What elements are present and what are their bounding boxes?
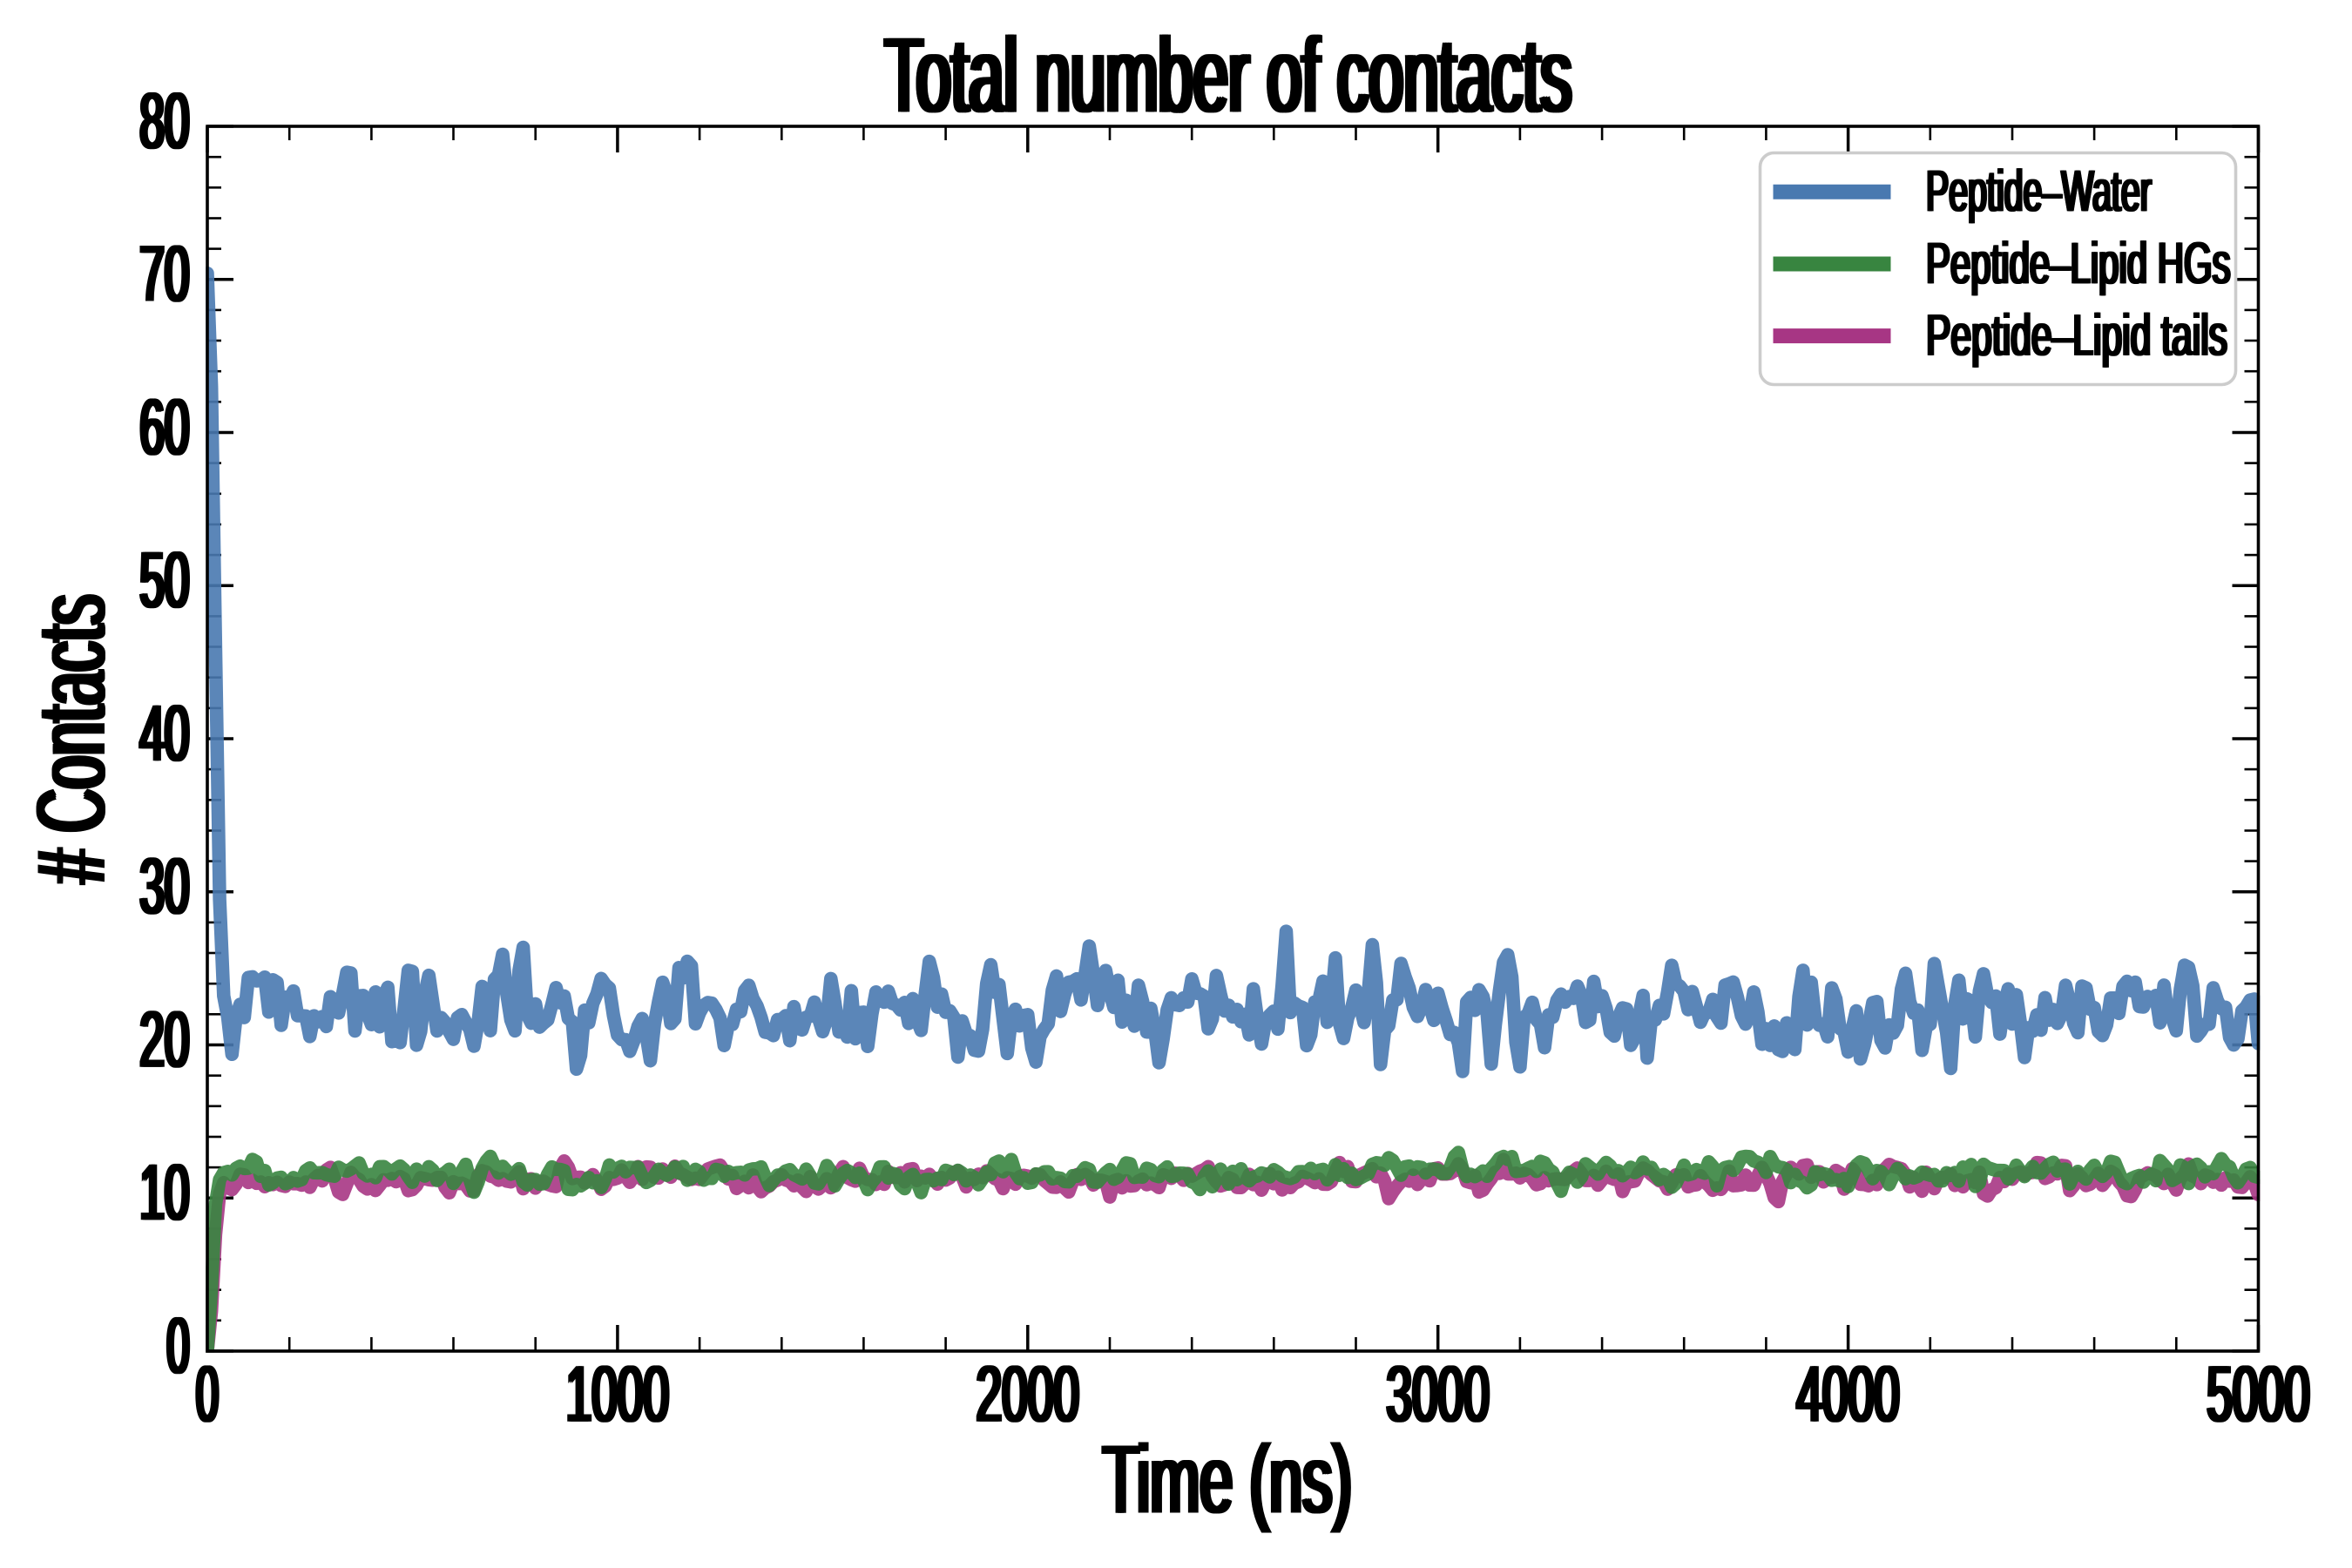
svg-text:Time (ns): Time (ns) [1105, 1426, 1355, 1533]
svg-text:Time (ns): Time (ns) [1100, 1426, 1350, 1533]
svg-text:Total number of contacts: Total number of contacts [888, 16, 1575, 134]
svg-text:2000: 2000 [977, 1351, 1079, 1438]
svg-text:50: 50 [139, 537, 189, 625]
svg-text:Peptide–Lipid HGs: Peptide–Lipid HGs [1926, 231, 2231, 296]
svg-text:10: 10 [138, 1150, 187, 1237]
svg-text:60: 60 [139, 384, 189, 471]
svg-text:Peptide–Lipid tails: Peptide–Lipid tails [1926, 303, 2227, 368]
svg-text:1000: 1000 [564, 1351, 667, 1438]
svg-text:50: 50 [141, 537, 191, 625]
svg-text:3000: 3000 [1387, 1351, 1490, 1438]
svg-text:20: 20 [138, 997, 187, 1084]
svg-text:4000: 4000 [1799, 1351, 1902, 1438]
svg-text:Peptide–Lipid HGs: Peptide–Lipid HGs [1928, 231, 2233, 296]
svg-text:30: 30 [139, 843, 189, 930]
svg-text:50: 50 [138, 537, 187, 625]
svg-text:0: 0 [167, 1302, 190, 1389]
svg-text:Peptide–Water: Peptide–Water [1926, 159, 2152, 224]
svg-text:1000: 1000 [568, 1351, 671, 1438]
svg-text:2000: 2000 [978, 1351, 1081, 1438]
svg-text:80: 80 [139, 78, 189, 165]
svg-text:0: 0 [165, 1302, 187, 1389]
svg-text:# Contacts: # Contacts [18, 592, 125, 881]
svg-text:Total number of contacts: Total number of contacts [885, 16, 1572, 134]
svg-text:Peptide–Lipid tails: Peptide–Lipid tails [1928, 303, 2229, 368]
svg-text:60: 60 [138, 384, 187, 471]
svg-text:0: 0 [198, 1351, 220, 1438]
svg-text:4000: 4000 [1796, 1351, 1899, 1438]
svg-text:40: 40 [141, 690, 191, 777]
svg-text:10: 10 [139, 1150, 189, 1237]
svg-text:40: 40 [138, 690, 187, 777]
svg-text:40: 40 [139, 690, 189, 777]
svg-text:10: 10 [141, 1150, 191, 1237]
svg-text:30: 30 [138, 843, 187, 930]
svg-text:70: 70 [141, 231, 191, 318]
svg-text:# Contacts: # Contacts [18, 595, 125, 883]
svg-text:5000: 5000 [2205, 1351, 2308, 1438]
svg-text:80: 80 [141, 78, 191, 165]
svg-text:20: 20 [141, 997, 191, 1084]
svg-text:3000: 3000 [1384, 1351, 1487, 1438]
svg-text:Time (ns): Time (ns) [1103, 1426, 1353, 1533]
svg-text:Total number of contacts: Total number of contacts [882, 16, 1569, 134]
svg-text:3000: 3000 [1389, 1351, 1491, 1438]
svg-text:2000: 2000 [975, 1351, 1078, 1438]
svg-text:Peptide–Water: Peptide–Water [1925, 159, 2151, 224]
svg-text:60: 60 [141, 384, 191, 471]
svg-text:5000: 5000 [2207, 1351, 2309, 1438]
svg-text:0: 0 [194, 1351, 217, 1438]
svg-text:1000: 1000 [566, 1351, 669, 1438]
svg-text:4000: 4000 [1794, 1351, 1897, 1438]
svg-text:70: 70 [139, 231, 189, 318]
svg-text:80: 80 [138, 78, 187, 165]
svg-text:70: 70 [138, 231, 187, 318]
svg-text:0: 0 [196, 1351, 219, 1438]
svg-text:Peptide–Water: Peptide–Water [1928, 159, 2153, 224]
svg-text:0: 0 [169, 1302, 192, 1389]
svg-text:Peptide–Lipid HGs: Peptide–Lipid HGs [1925, 231, 2230, 296]
svg-text:Peptide–Lipid tails: Peptide–Lipid tails [1925, 303, 2227, 368]
svg-text:5000: 5000 [2208, 1351, 2311, 1438]
svg-text:30: 30 [141, 843, 191, 930]
svg-text:20: 20 [139, 997, 189, 1084]
svg-text:# Contacts: # Contacts [18, 597, 125, 885]
